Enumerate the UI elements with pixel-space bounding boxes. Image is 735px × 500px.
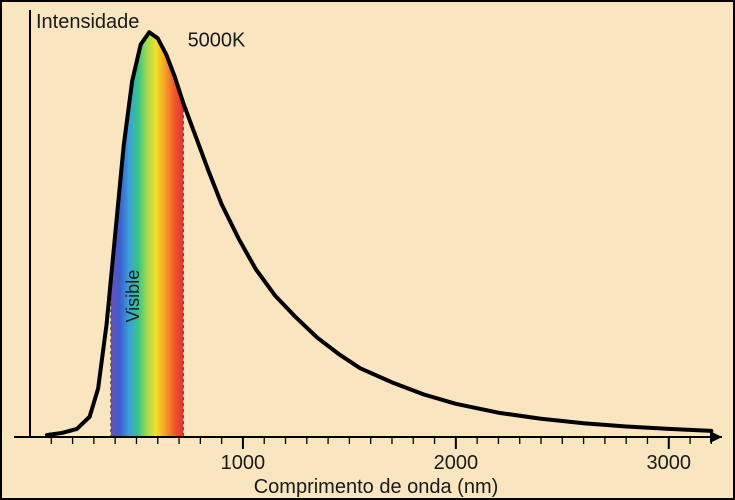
x-tick-label: 2000 (434, 452, 479, 474)
visible-spectrum-band (111, 33, 183, 437)
visible-band-label: Visible (123, 270, 143, 323)
y-axis-label: Intensidade (36, 11, 139, 33)
blackbody-chart: 1000 2000 3000 Intensidade Comprimento de on… (0, 0, 735, 500)
x-tick-label: 3000 (647, 452, 692, 474)
x-tick-label: 1000 (221, 452, 266, 474)
curve-label: 5000K (188, 29, 246, 51)
x-axis-label: Comprimento de onda (nm) (254, 476, 499, 498)
chart-svg: 1000 2000 3000 Intensidade Comprimento de on… (2, 2, 733, 498)
